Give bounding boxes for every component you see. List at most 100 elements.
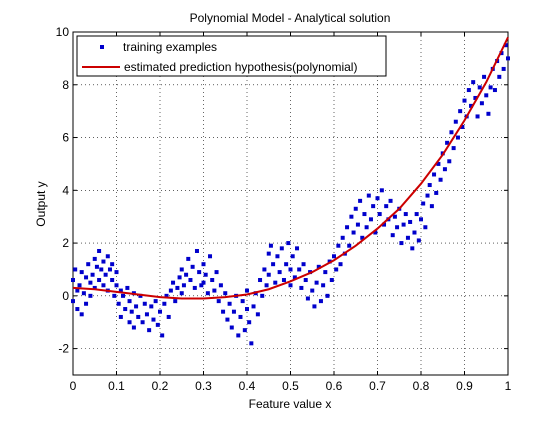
data-point xyxy=(321,283,326,288)
data-point xyxy=(473,95,478,100)
data-point xyxy=(284,262,289,267)
data-point xyxy=(503,43,508,48)
data-point xyxy=(218,283,223,288)
data-point xyxy=(225,317,230,322)
data-point xyxy=(401,222,406,227)
data-point xyxy=(116,301,121,306)
data-point xyxy=(118,314,123,319)
x-tick-label: 0.1 xyxy=(108,379,125,393)
data-point xyxy=(88,280,93,285)
data-point xyxy=(142,301,147,306)
data-point xyxy=(492,88,497,93)
data-point xyxy=(214,270,219,275)
data-point xyxy=(471,80,476,85)
data-point xyxy=(144,312,149,317)
data-point xyxy=(449,130,454,135)
data-point xyxy=(288,267,293,272)
data-point xyxy=(236,333,241,338)
data-point xyxy=(97,248,102,253)
data-point xyxy=(168,288,173,293)
data-point xyxy=(329,278,334,283)
x-tick-label: 0.3 xyxy=(195,379,212,393)
y-tick-label: 0 xyxy=(62,289,69,303)
data-point xyxy=(210,278,215,283)
data-point xyxy=(112,293,117,298)
data-point xyxy=(173,299,178,304)
data-point xyxy=(438,177,443,182)
x-axis-label: Feature value x xyxy=(249,397,332,411)
data-point xyxy=(105,254,110,259)
data-point xyxy=(336,243,341,248)
data-point xyxy=(447,159,452,164)
data-point xyxy=(334,267,339,272)
data-point xyxy=(84,301,89,306)
data-point xyxy=(412,230,417,235)
data-point xyxy=(477,85,482,90)
data-point xyxy=(264,283,269,288)
data-point xyxy=(375,196,380,201)
y-tick-label: 2 xyxy=(62,236,69,250)
x-tick-label: 0.8 xyxy=(413,379,430,393)
data-point xyxy=(273,280,278,285)
data-point xyxy=(301,262,306,267)
legend-marker-training-examples xyxy=(100,45,104,49)
data-point xyxy=(171,280,176,285)
data-point xyxy=(488,85,493,90)
data-point xyxy=(408,219,413,224)
data-point xyxy=(192,285,197,290)
data-point xyxy=(203,272,208,277)
data-point xyxy=(186,256,191,261)
legend: training examples estimated prediction h… xyxy=(76,35,387,77)
data-point xyxy=(455,135,460,140)
data-point xyxy=(231,309,236,314)
data-point xyxy=(201,280,206,285)
data-point xyxy=(340,235,345,240)
x-tick-label: 0.6 xyxy=(326,379,343,393)
data-point xyxy=(325,293,330,298)
data-point xyxy=(316,264,321,269)
data-point xyxy=(466,88,471,93)
data-point xyxy=(266,272,271,277)
data-point xyxy=(295,246,300,251)
data-point xyxy=(153,299,158,304)
data-point xyxy=(149,304,154,309)
data-point xyxy=(442,167,447,172)
data-point xyxy=(364,225,369,230)
data-point xyxy=(223,291,228,296)
data-point xyxy=(305,296,310,301)
data-point xyxy=(184,272,189,277)
data-point xyxy=(75,307,80,312)
data-point xyxy=(262,267,267,272)
data-point xyxy=(277,270,282,275)
data-point xyxy=(229,325,234,330)
data-point xyxy=(419,217,423,222)
data-point xyxy=(123,307,128,312)
data-point xyxy=(275,254,280,259)
data-point xyxy=(75,288,80,293)
x-tick-label: 0.7 xyxy=(369,379,386,393)
data-point xyxy=(360,235,365,240)
data-point xyxy=(190,264,195,269)
data-point xyxy=(162,301,167,306)
data-point xyxy=(118,288,123,293)
data-point xyxy=(351,230,356,235)
data-point xyxy=(421,201,426,206)
data-point xyxy=(506,56,510,61)
data-point xyxy=(379,188,384,193)
data-point xyxy=(131,325,136,330)
data-point xyxy=(292,275,297,280)
data-point xyxy=(227,301,232,306)
data-point xyxy=(318,299,323,304)
data-point xyxy=(92,285,97,290)
data-point xyxy=(377,212,382,217)
data-point xyxy=(460,124,465,129)
data-point xyxy=(405,235,410,240)
data-point xyxy=(240,299,245,304)
chart-title: Polynomial Model - Analytical solution xyxy=(190,11,391,25)
data-point xyxy=(399,241,404,246)
data-point xyxy=(388,198,393,203)
data-point xyxy=(73,267,78,272)
data-point xyxy=(281,278,286,283)
data-point xyxy=(414,212,419,217)
